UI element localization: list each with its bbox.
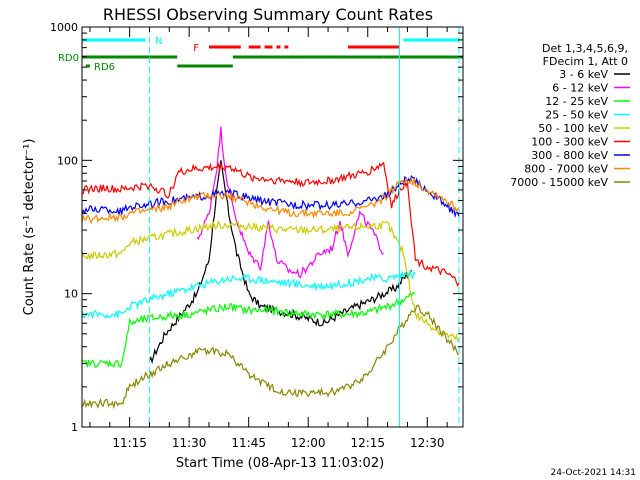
series-line-4: [81, 269, 416, 319]
legend-header-1: Det 1,3,4,5,6,9,: [542, 42, 628, 55]
legend-label-3: 12 - 25 keV: [545, 95, 608, 108]
plot-frame: [81, 26, 464, 428]
marker-lines: [148, 27, 460, 427]
y-tick-label-1: 1: [71, 421, 78, 434]
legend-label-2: 6 - 12 keV: [552, 82, 608, 95]
flag-label-rd0: RD0: [58, 53, 79, 64]
legend-header-2: FDecim 1, Att 0: [543, 55, 628, 68]
series-line-3: [81, 291, 416, 369]
series-line-5: [81, 220, 460, 342]
x-tick-label-1115: 11:15: [112, 436, 147, 450]
y-axis-label: Count Rate (s⁻¹ detector⁻¹): [22, 139, 37, 316]
x-tick-label-1230: 12:30: [410, 436, 445, 450]
legend: Det 1,3,4,5,6,9,FDecim 1, Att 03 - 6 keV…: [510, 42, 630, 189]
y-tick-label-1000: 1000: [50, 21, 78, 34]
flag-bars: N F RD0 RD6: [58, 36, 463, 73]
series-line-2: [196, 126, 384, 279]
footer-date: 24-Oct-2021 14:31: [551, 468, 636, 478]
series-line-9: [81, 304, 460, 410]
legend-label-5: 50 - 100 keV: [538, 122, 608, 135]
legend-label-1: 3 - 6 keV: [559, 68, 608, 81]
x-tick-label-1145: 11:45: [231, 436, 266, 450]
y-axis: 1 10 100 1000: [50, 21, 463, 434]
x-tick-label-1200: 12:00: [291, 436, 326, 450]
flag-label-rd6: RD6: [94, 62, 115, 73]
x-tick-label-1215: 12:15: [350, 436, 385, 450]
x-tick-label-1130: 11:30: [172, 436, 207, 450]
x-axis-label: Start Time (08-Apr-13 11:03:02): [176, 456, 384, 471]
legend-label-9: 7000 - 15000 keV: [510, 176, 608, 189]
y-tick-label-100: 100: [57, 154, 78, 167]
legend-label-8: 800 - 7000 keV: [524, 163, 608, 176]
legend-label-7: 300 - 800 keV: [531, 149, 608, 162]
legend-label-6: 100 - 300 keV: [531, 136, 608, 149]
series-line-8: [81, 176, 460, 225]
legend-label-4: 25 - 50 keV: [545, 109, 608, 122]
flag-label-n: N: [155, 36, 162, 47]
chart-title: RHESSI Observing Summary Count Rates: [103, 5, 433, 24]
series-line-6: [81, 161, 460, 288]
series-line-1: [148, 160, 412, 365]
series-line-7: [81, 174, 460, 219]
x-axis: 11:15 11:30 11:45 12:00 12:15 12:30: [89, 27, 448, 450]
y-tick-label-10: 10: [64, 288, 78, 301]
flag-label-f: F: [193, 43, 199, 54]
series-lines: [81, 126, 460, 410]
